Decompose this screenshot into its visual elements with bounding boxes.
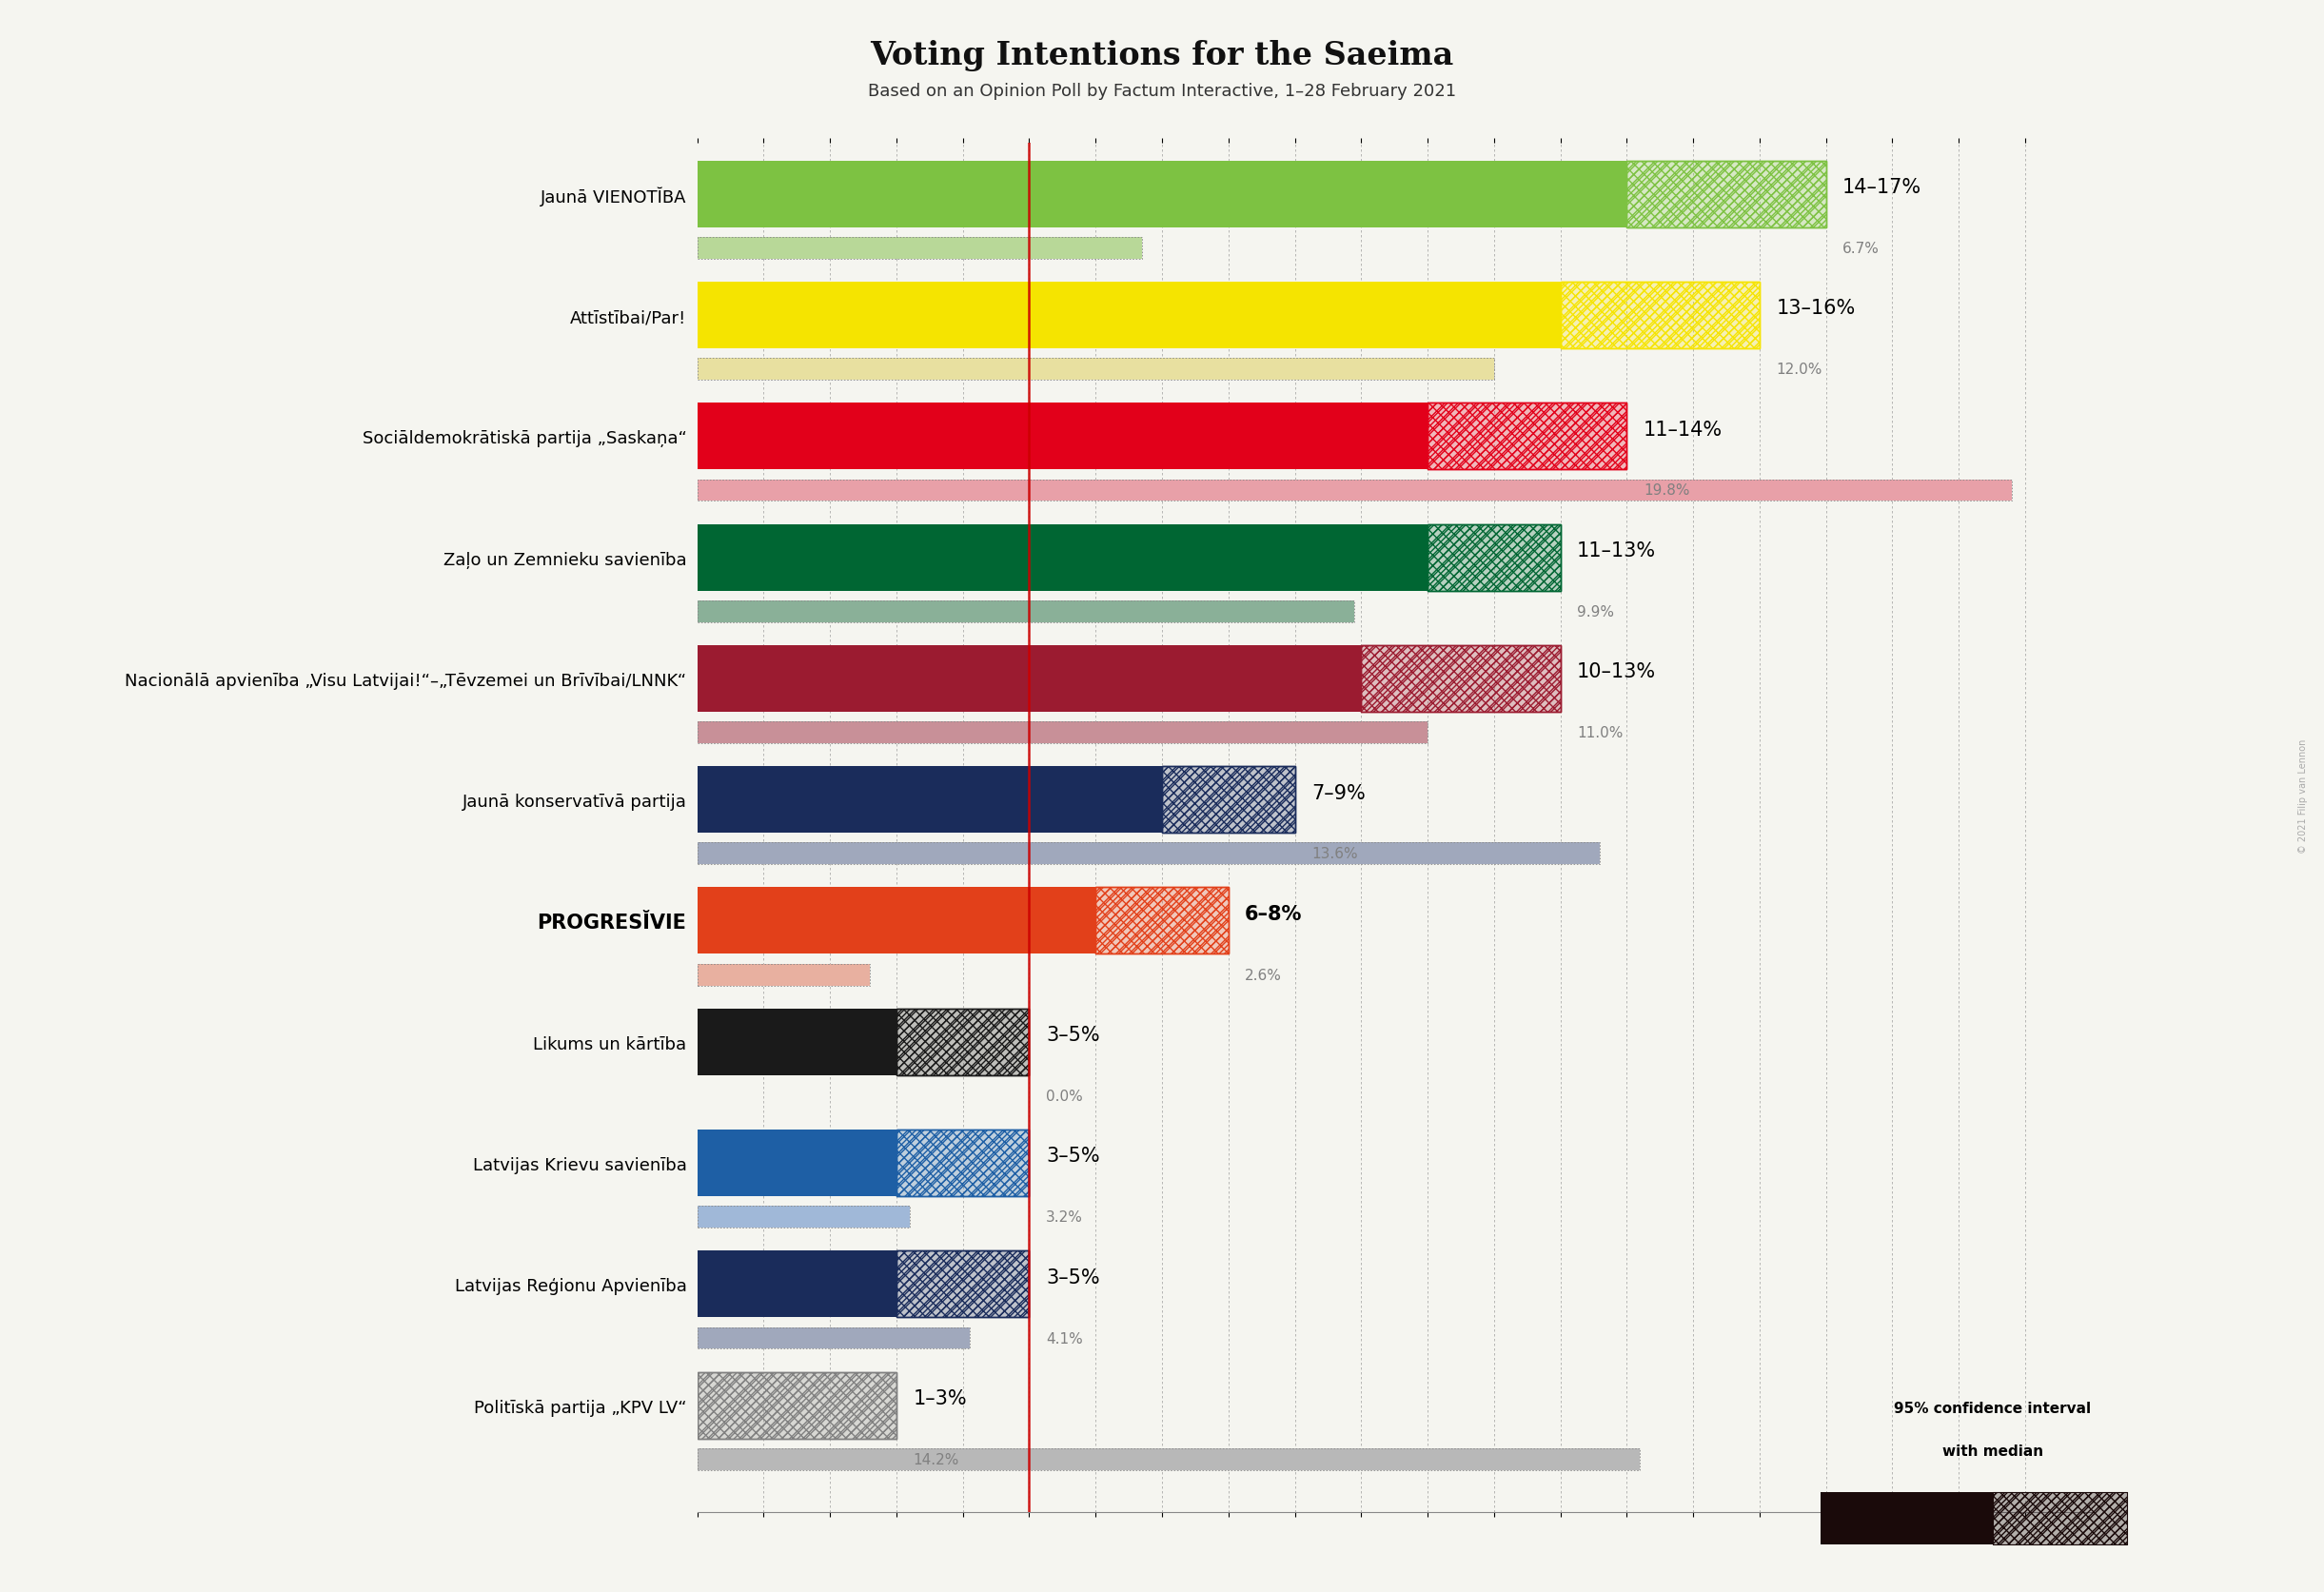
Bar <box>697 888 1095 954</box>
Bar <box>1627 161 1827 228</box>
Bar <box>697 1449 1641 1469</box>
Bar <box>697 767 1162 833</box>
Bar <box>1559 282 1759 349</box>
Text: 1–3%: 1–3% <box>913 1388 967 1407</box>
Text: 12.0%: 12.0% <box>1776 363 1822 377</box>
Bar <box>1362 646 1559 712</box>
Bar <box>697 161 1627 228</box>
Bar <box>1162 767 1294 833</box>
Bar <box>897 1009 1030 1075</box>
Bar <box>697 282 1559 349</box>
FancyBboxPatch shape <box>1820 1492 1994 1544</box>
Bar <box>697 1328 969 1348</box>
Bar <box>1427 403 1627 470</box>
Text: 14–17%: 14–17% <box>1843 178 1922 197</box>
Bar <box>697 358 1494 380</box>
Bar <box>1427 525 1559 591</box>
Text: with median: with median <box>1943 1444 2043 1458</box>
Text: 19.8%: 19.8% <box>1643 484 1690 498</box>
Bar <box>697 600 1355 622</box>
Text: 6.7%: 6.7% <box>1843 242 1880 256</box>
Bar <box>1627 161 1827 228</box>
Bar <box>697 1372 897 1439</box>
Text: 9.9%: 9.9% <box>1578 605 1615 619</box>
Bar <box>897 1009 1030 1075</box>
Bar <box>1559 282 1759 349</box>
Bar <box>897 1130 1030 1197</box>
Text: Voting Intentions for the Saeima: Voting Intentions for the Saeima <box>869 40 1455 72</box>
Bar <box>697 965 869 985</box>
Text: 13–16%: 13–16% <box>1776 299 1855 318</box>
Bar <box>697 1009 897 1075</box>
Bar <box>1427 525 1559 591</box>
Bar <box>697 479 2013 501</box>
Bar <box>697 525 1427 591</box>
Text: 6–8%: 6–8% <box>1246 904 1301 923</box>
Bar <box>697 403 1427 470</box>
Text: 14.2%: 14.2% <box>913 1452 960 1466</box>
Text: 3–5%: 3–5% <box>1046 1267 1099 1286</box>
Bar <box>697 646 1362 712</box>
Text: 95% confidence interval: 95% confidence interval <box>1894 1401 2092 1415</box>
Text: 3.2%: 3.2% <box>1046 1210 1083 1224</box>
Text: 2.6%: 2.6% <box>1246 968 1283 982</box>
Bar <box>1095 888 1229 954</box>
Bar <box>897 1251 1030 1318</box>
Bar <box>1559 282 1759 349</box>
Bar <box>1627 161 1827 228</box>
Text: Based on an Opinion Poll by Factum Interactive, 1–28 February 2021: Based on an Opinion Poll by Factum Inter… <box>867 83 1457 100</box>
Text: 10–13%: 10–13% <box>1578 662 1657 681</box>
Text: 13.6%: 13.6% <box>1311 847 1357 861</box>
Bar <box>697 1372 897 1439</box>
Bar <box>897 1251 1030 1318</box>
Bar <box>897 1251 1030 1318</box>
Bar <box>1362 646 1559 712</box>
Text: 0.0%: 0.0% <box>1046 1089 1083 1103</box>
Bar <box>697 844 1601 864</box>
Bar <box>1427 403 1627 470</box>
FancyBboxPatch shape <box>1820 1555 1941 1582</box>
Text: 11–14%: 11–14% <box>1643 420 1722 439</box>
Bar <box>697 1130 897 1197</box>
Bar <box>697 1207 909 1227</box>
Bar <box>1162 767 1294 833</box>
Bar <box>697 1251 897 1318</box>
Text: 11.0%: 11.0% <box>1578 726 1622 740</box>
Bar <box>897 1130 1030 1197</box>
Text: 3–5%: 3–5% <box>1046 1146 1099 1165</box>
Text: 4.1%: 4.1% <box>1046 1331 1083 1345</box>
Bar <box>1362 646 1559 712</box>
Text: 7–9%: 7–9% <box>1311 783 1367 802</box>
Bar <box>1427 403 1627 470</box>
Bar <box>1095 888 1229 954</box>
Bar <box>1162 767 1294 833</box>
Bar <box>897 1130 1030 1197</box>
Bar <box>1427 525 1559 591</box>
Bar <box>697 237 1141 259</box>
Bar <box>897 1009 1030 1075</box>
Bar <box>1095 888 1229 954</box>
Bar <box>697 1372 897 1439</box>
FancyBboxPatch shape <box>1994 1492 2126 1544</box>
Text: © 2021 Filip van Lennon: © 2021 Filip van Lennon <box>2298 739 2308 853</box>
Bar <box>697 721 1427 743</box>
Text: 3–5%: 3–5% <box>1046 1025 1099 1044</box>
Text: 11–13%: 11–13% <box>1578 541 1657 560</box>
